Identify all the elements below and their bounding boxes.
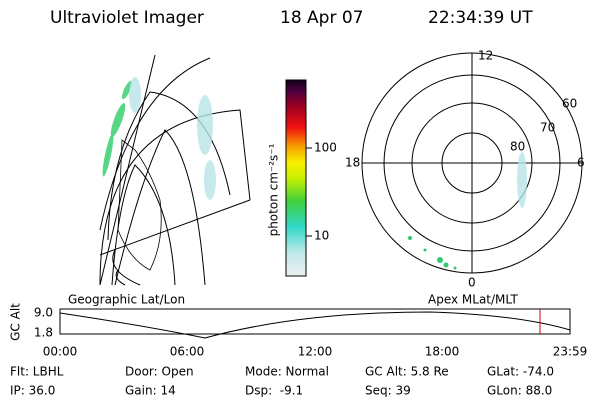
timeline-xtick: 23:59 <box>553 345 588 359</box>
left-panel-label: Geographic Lat/Lon <box>68 293 185 307</box>
time: 22:34:39 UT <box>428 8 533 28</box>
colorbar-label: photon cm⁻²s⁻¹ <box>267 143 281 236</box>
timeline-xtick: 18:00 <box>425 345 460 359</box>
timeline-frame <box>59 308 571 335</box>
status-field: GLat: -74.0 <box>487 365 554 379</box>
altitude-curve <box>59 311 571 339</box>
mlt-label: 0 <box>468 276 476 290</box>
timeline-xtick: 12:00 <box>298 345 333 359</box>
status-field: IP: 36.0 <box>10 384 55 398</box>
mlat-label: 60 <box>562 97 577 111</box>
timeline-xtick: 00:00 <box>43 345 78 359</box>
mlat-label: 70 <box>540 121 555 135</box>
colorbar-tick-label: 10 <box>314 229 329 243</box>
geographic-map <box>99 54 251 286</box>
mlt-label: 6 <box>577 156 585 170</box>
polar-panel-label: Apex MLat/MLT <box>428 293 518 307</box>
status-field: Flt: LBHL <box>10 365 64 379</box>
status-field: Seq: 39 <box>365 384 411 398</box>
timeline-ylabel: GC Alt <box>9 303 23 341</box>
mlt-label: 18 <box>345 156 360 170</box>
mlt-label: 12 <box>478 49 493 63</box>
colorbar-tick-label: 100 <box>314 141 337 155</box>
polar-plot <box>361 52 583 274</box>
timeline-ytick: 1.8 <box>34 326 53 340</box>
status-field: GC Alt: 5.8 Re <box>365 365 449 379</box>
status-field: Door: Open <box>125 365 194 379</box>
mlat-label: 80 <box>510 140 525 154</box>
timeline-xtick: 06:00 <box>170 345 205 359</box>
status-field: Dsp: -9.1 <box>245 384 303 398</box>
status-field: GLon: 88.0 <box>487 384 552 398</box>
title: Ultraviolet Imager <box>50 8 204 28</box>
date: 18 Apr 07 <box>280 8 363 28</box>
status-field: Gain: 14 <box>125 384 176 398</box>
colorbar <box>285 79 307 277</box>
timeline-ytick: 9.0 <box>34 306 53 320</box>
status-field: Mode: Normal <box>245 365 329 379</box>
